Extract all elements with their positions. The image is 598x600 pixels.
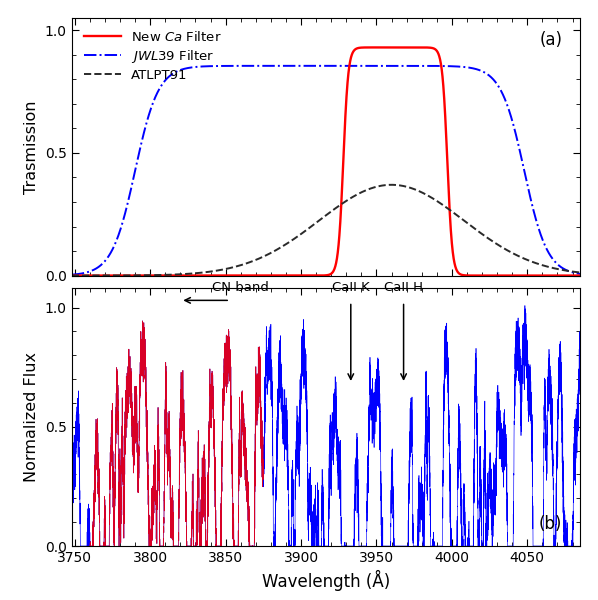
Line: New $Ca$ Filter: New $Ca$ Filter [72, 47, 580, 275]
ATLPT91 [486, 236, 493, 243]
Text: (b): (b) [539, 515, 562, 533]
Line: $JWL39$ Filter: $JWL39$ Filter [72, 66, 580, 275]
X-axis label: Wavelength (Å): Wavelength (Å) [262, 571, 390, 592]
ATLPT91 [447, 207, 454, 214]
Line: ATLPT91: ATLPT91 [72, 185, 580, 275]
New $Ca$ Filter [373, 44, 380, 51]
New $Ca$ Filter [263, 272, 270, 279]
New $Ca$ Filter [68, 272, 75, 279]
Text: (a): (a) [539, 31, 562, 49]
Text: CaII K: CaII K [332, 281, 370, 295]
New $Ca$ Filter [576, 272, 584, 279]
ATLPT91 [160, 271, 167, 278]
Y-axis label: Normalized Flux: Normalized Flux [25, 352, 39, 482]
$JWL39$ Filter [160, 78, 167, 85]
$JWL39$ Filter [373, 62, 380, 70]
ATLPT91 [373, 183, 380, 190]
Y-axis label: Trasmission: Trasmission [25, 100, 39, 194]
$JWL39$ Filter [399, 62, 406, 70]
New $Ca$ Filter [447, 231, 454, 238]
$JWL39$ Filter [486, 73, 493, 80]
$JWL39$ Filter [263, 62, 270, 70]
New $Ca$ Filter [536, 272, 543, 279]
$JWL39$ Filter [576, 270, 584, 277]
$JWL39$ Filter [447, 62, 454, 70]
ATLPT91 [576, 269, 584, 276]
ATLPT91 [399, 182, 406, 190]
New $Ca$ Filter [399, 44, 406, 51]
New $Ca$ Filter [392, 44, 399, 51]
ATLPT91 [263, 252, 270, 259]
Text: CaII H: CaII H [384, 281, 423, 295]
Text: CN band: CN band [212, 281, 269, 295]
New $Ca$ Filter [160, 272, 167, 279]
$JWL39$ Filter [326, 62, 333, 70]
Legend: New $Ca$ Filter, $JWL39$ Filter, ATLPT91: New $Ca$ Filter, $JWL39$ Filter, ATLPT91 [78, 25, 227, 87]
ATLPT91 [68, 272, 75, 279]
$JWL39$ Filter [68, 271, 75, 278]
ATLPT91 [388, 181, 395, 188]
New $Ca$ Filter [486, 272, 493, 279]
